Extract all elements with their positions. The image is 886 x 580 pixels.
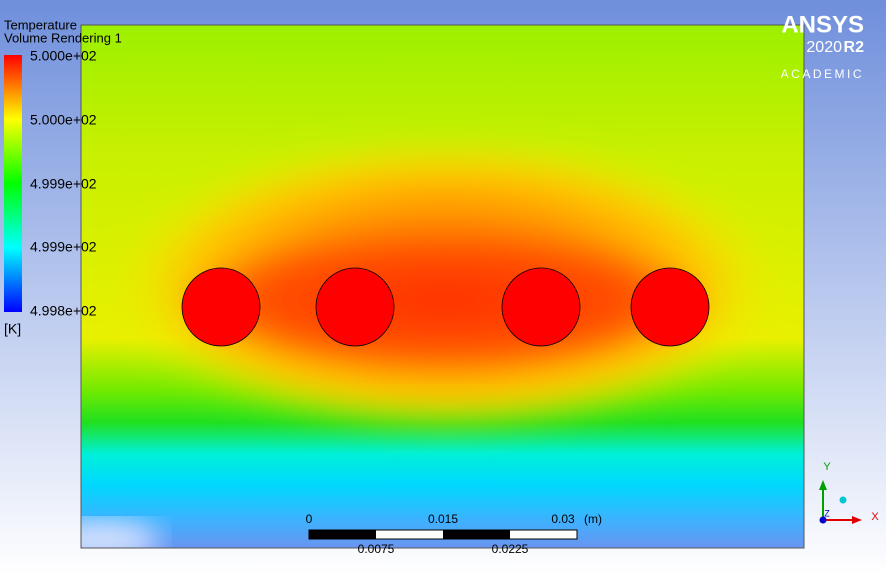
legend-subtitle: Volume Rendering 1 bbox=[4, 30, 122, 45]
scale-label: 0.03 bbox=[551, 512, 575, 526]
legend-unit: [K] bbox=[4, 321, 21, 337]
axis-triad bbox=[819, 480, 862, 524]
legend-title: Temperature bbox=[4, 17, 77, 32]
logo-edition: ACADEMIC bbox=[781, 67, 864, 81]
y-axis-head bbox=[819, 480, 827, 490]
triad-y: Y bbox=[823, 461, 831, 473]
scale-label: 0 bbox=[306, 512, 313, 526]
scale-label: 0.0225 bbox=[492, 542, 529, 556]
triad-ball bbox=[839, 496, 847, 504]
legend-label: 4.999e+02 bbox=[30, 239, 97, 255]
heater bbox=[630, 267, 710, 347]
heater bbox=[181, 267, 261, 347]
legend-label: 4.999e+02 bbox=[30, 176, 97, 192]
logo-brand: ANSYS bbox=[781, 11, 864, 38]
scale-bar bbox=[308, 529, 578, 540]
scale-bar-segment bbox=[443, 530, 510, 539]
heater bbox=[501, 267, 581, 347]
scale-unit: (m) bbox=[584, 512, 602, 526]
triad-x: X bbox=[871, 511, 879, 523]
scale-bar-segment bbox=[309, 530, 376, 539]
x-axis-head bbox=[852, 516, 862, 524]
triad-z: Z bbox=[824, 508, 830, 518]
color-bar bbox=[4, 55, 22, 312]
legend-label: 5.000e+02 bbox=[30, 48, 97, 64]
legend-label: 4.998e+02 bbox=[30, 303, 97, 319]
scale-label: 0.015 bbox=[428, 512, 458, 526]
domain-border bbox=[80, 24, 805, 549]
heater bbox=[315, 267, 395, 347]
legend-label: 5.000e+02 bbox=[30, 112, 97, 128]
logo-release: R2 bbox=[844, 39, 865, 56]
heaters bbox=[181, 267, 710, 347]
z-axis-dot bbox=[819, 516, 827, 524]
logo-version: 2020 bbox=[806, 39, 842, 56]
scale-label: 0.0075 bbox=[358, 542, 395, 556]
